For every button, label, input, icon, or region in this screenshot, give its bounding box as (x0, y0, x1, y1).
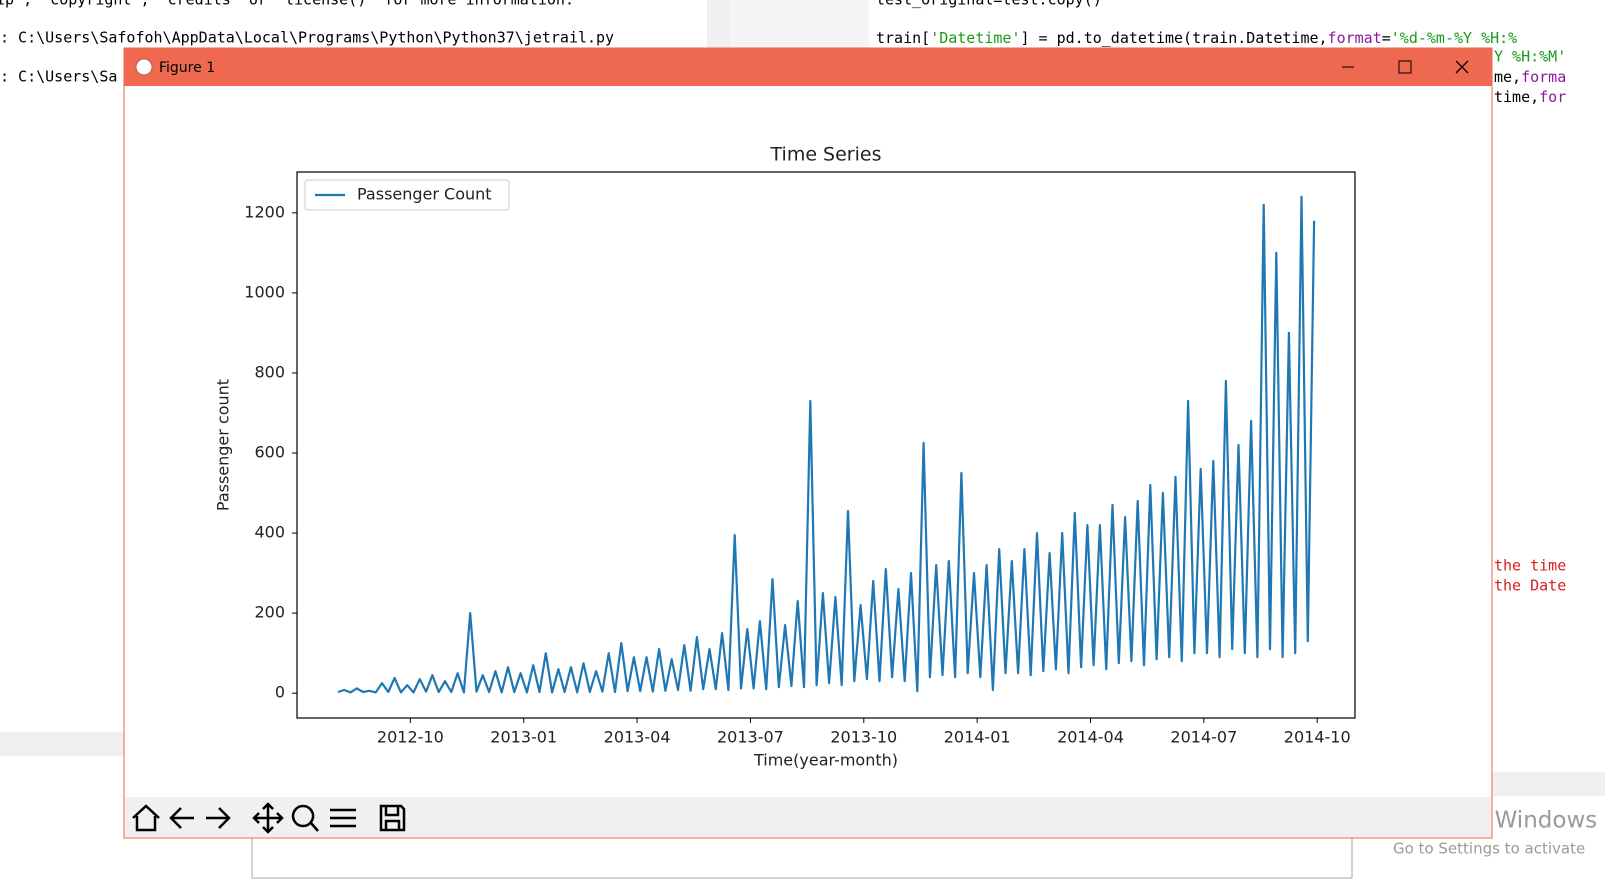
scrollbar (1492, 772, 1605, 796)
home-button[interactable] (132, 804, 160, 832)
y-tick-label: 200 (254, 603, 285, 622)
comment-line: the Date (1494, 577, 1566, 595)
comment-line: the time (1494, 557, 1566, 575)
code: time, (1494, 88, 1539, 106)
code-keyword: forma (1521, 68, 1566, 86)
code-string: '%d-%m-%Y %H:% (1391, 29, 1517, 47)
maximize-button[interactable] (1398, 60, 1412, 74)
background-plot (251, 837, 1353, 879)
y-tick-label: 1200 (244, 202, 285, 221)
data-line (337, 195, 1316, 694)
watermark: Go to Settings to activate (1393, 840, 1585, 858)
close-button[interactable] (1455, 60, 1469, 74)
x-tick-label: 2014-07 (1170, 728, 1237, 747)
scrollbar (707, 0, 729, 48)
code: = (1382, 29, 1391, 47)
y-tick-label: 800 (254, 362, 285, 381)
x-tick-label: 2013-01 (490, 728, 557, 747)
code-keyword: format (1328, 29, 1382, 47)
y-tick-label: 0 (275, 683, 285, 702)
app-icon (135, 58, 153, 76)
window-title: Figure 1 (159, 60, 215, 76)
code-fragment: me,forma (1494, 68, 1566, 86)
y-tick-label: 400 (254, 523, 285, 542)
code-line: test_original=test.copy() (876, 0, 1102, 9)
code-fragment: Y %H:%M' (1494, 48, 1566, 66)
x-tick-label: 2012-10 (377, 728, 444, 747)
zoom-button[interactable] (291, 804, 319, 832)
x-tick-label: 2013-04 (604, 728, 671, 747)
y-tick-label: 1000 (244, 282, 285, 301)
x-tick-label: 2013-10 (830, 728, 897, 747)
console-line: : C:\Users\Safofoh\AppData\Local\Program… (0, 29, 614, 47)
panel (729, 0, 869, 48)
code: train[ (876, 29, 930, 47)
forward-button[interactable] (206, 807, 231, 829)
code-fragment: time,for (1494, 88, 1566, 106)
back-button[interactable] (169, 807, 194, 829)
x-tick-label: 2014-04 (1057, 728, 1124, 747)
save-button[interactable] (379, 804, 406, 832)
title-bar (124, 48, 1492, 86)
chart: Time Series Time(year-month) Passenger cou… (214, 144, 1356, 770)
code: me, (1494, 68, 1521, 86)
code-line: train['Datetime'] = pd.to_datetime(train… (876, 29, 1517, 47)
x-tick-label: 2014-10 (1284, 728, 1351, 747)
chart-title: Time Series (770, 144, 882, 166)
code: ] = pd.to_datetime(train.Datetime, (1021, 29, 1328, 47)
code-keyword: for (1539, 88, 1566, 106)
plot-frame (296, 171, 1356, 719)
x-axis-label: Time(year-month) (753, 751, 898, 770)
toolbar (125, 797, 1491, 837)
x-tick-label: 2014-01 (944, 728, 1011, 747)
pan-button[interactable] (252, 802, 284, 834)
y-tick-label: 600 (254, 443, 285, 462)
code-string: 'Datetime' (930, 29, 1020, 47)
legend-label: Passenger Count (357, 185, 492, 204)
scrollbar (0, 732, 124, 756)
console-line: : C:\Users\Sa (0, 68, 117, 86)
console-line: ip", "copyright", "credits" or "license(… (0, 0, 574, 9)
y-axis-label: Passenger count (214, 379, 233, 511)
configure-button[interactable] (330, 808, 356, 828)
legend-box (304, 179, 510, 211)
x-tick-label: 2013-07 (717, 728, 784, 747)
